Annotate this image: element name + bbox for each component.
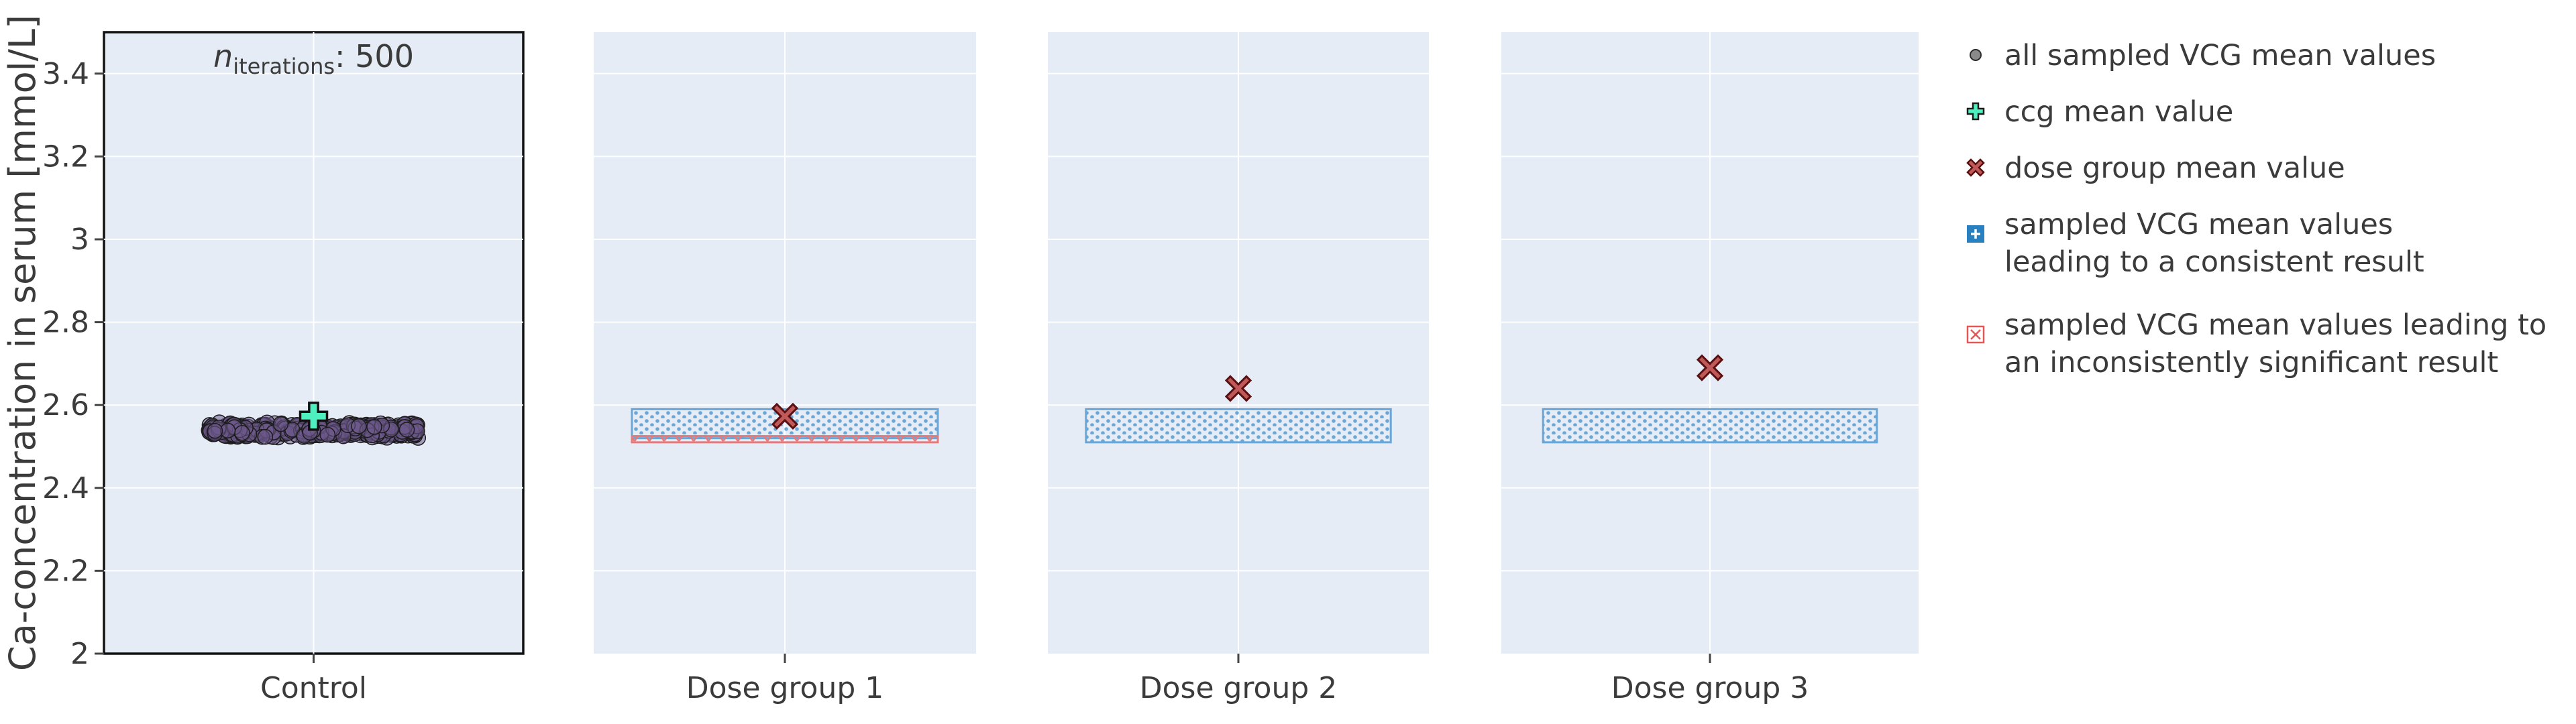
legend-marker-circle — [1970, 49, 1982, 61]
legend-label-inconsistent: sampled VCG mean values leading to an in… — [2004, 308, 2547, 379]
dose-mean-marker — [1224, 375, 1252, 402]
panel-3: Dose group 2 — [1048, 32, 1429, 705]
x-tick-label: Dose group 2 — [1140, 671, 1338, 705]
panel-2: Dose group 1 — [594, 32, 976, 705]
x-tick-label: Control — [260, 671, 367, 705]
panel-4: Dose group 3 — [1501, 32, 1919, 705]
annotation-value: : 500 — [335, 38, 414, 74]
sampled-point — [257, 428, 274, 445]
sampled-point — [272, 416, 289, 432]
sampled-point — [234, 424, 250, 441]
legend-label-consistent: sampled VCG mean values leading to a con… — [2004, 208, 2424, 279]
dose-mean-marker — [1696, 354, 1724, 381]
y-tick-label: 3.2 — [42, 139, 89, 174]
consistent-range-box — [1542, 408, 1878, 444]
y-tick-label: 2.8 — [42, 306, 89, 340]
legend-marker-x — [1966, 158, 1985, 177]
legend-marker-cross — [1966, 102, 1985, 121]
y-tick-label: 2.6 — [42, 388, 89, 422]
sampled-point — [398, 422, 415, 438]
y-tick-label: 3 — [70, 223, 89, 257]
legend-item-ccg: ccg mean value — [1966, 93, 2569, 149]
legend-marker-square-x — [1966, 325, 1985, 344]
legend-marker-square-cross — [1967, 225, 1984, 243]
y-tick-label: 2 — [70, 637, 89, 671]
y-tick-label: 2.2 — [42, 554, 89, 588]
y-tick-label: 2.4 — [42, 471, 89, 505]
sampled-point — [366, 419, 382, 435]
legend-item-consistent: sampled VCG mean values leading to a con… — [1966, 206, 2569, 306]
inconsistent-range-box — [631, 435, 939, 444]
legend-item-inconsistent: sampled VCG mean values leading to an in… — [1966, 306, 2569, 407]
sampled-point — [351, 418, 367, 434]
y-tick-label: 3.4 — [42, 57, 89, 91]
legend-label-dose: dose group mean value — [2004, 152, 2345, 185]
legend: all sampled VCG mean values ccg mean val… — [1966, 37, 2569, 407]
legend-label-all-sampled: all sampled VCG mean values — [2004, 39, 2436, 72]
consistent-range-box — [1085, 408, 1392, 444]
legend-item-all-sampled: all sampled VCG mean values — [1966, 37, 2569, 93]
annotation-n: n — [213, 38, 233, 74]
panel-1: Control — [103, 31, 525, 705]
y-axis-label: Ca-concentration in serum [mmol/L] — [1, 15, 44, 671]
annotation-subscript: iterations — [233, 54, 335, 79]
x-tick-label: Dose group 3 — [1611, 671, 1809, 705]
dose-mean-marker — [771, 402, 799, 430]
iterations-annotation: niterations: 500 — [213, 38, 414, 79]
x-tick-label: Dose group 1 — [686, 671, 884, 705]
sampled-point — [207, 422, 223, 439]
sampled-point — [319, 426, 336, 443]
ccg-mean-marker — [299, 402, 329, 431]
legend-label-ccg: ccg mean value — [2004, 95, 2234, 129]
legend-item-dose: dose group mean value — [1966, 149, 2569, 206]
